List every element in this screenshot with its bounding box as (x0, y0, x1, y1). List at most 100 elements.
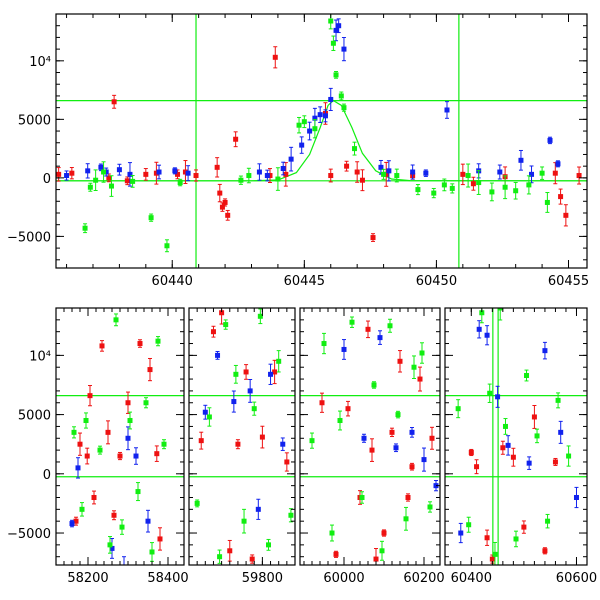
data-point-red (470, 181, 476, 187)
data-point-red (111, 512, 117, 518)
segment-panel-3: 60000 60200 (299, 307, 445, 586)
y-tick-label: 5000 (18, 113, 51, 128)
data-point-blue (542, 348, 548, 354)
data-point-green (492, 551, 498, 557)
data-point-green (238, 177, 244, 183)
data-point-green (349, 319, 355, 325)
data-point-green (97, 447, 103, 453)
data-point-blue (529, 171, 535, 177)
data-point-green (149, 549, 155, 555)
data-point-red (105, 429, 111, 435)
data-point-blue (307, 128, 313, 134)
data-point-blue (103, 169, 109, 175)
data-point-red (73, 518, 79, 524)
data-point-blue (421, 457, 427, 463)
data-point-green (337, 418, 343, 424)
plot-area (189, 308, 295, 564)
data-point-red (344, 163, 350, 169)
data-point-green (246, 173, 252, 179)
data-point-green (545, 518, 551, 524)
data-point-green (127, 418, 133, 424)
data-point-red (210, 329, 216, 335)
data-point-green (108, 183, 114, 189)
data-point-red (272, 54, 278, 60)
data-point-green (312, 126, 318, 132)
data-point-red (354, 169, 360, 175)
data-point-red (153, 170, 159, 176)
data-point-blue (458, 530, 464, 536)
data-point-green (113, 317, 119, 323)
y-tick-label: −5000 (7, 230, 51, 245)
data-point-red (369, 447, 375, 453)
data-point-red (370, 235, 376, 241)
data-point-blue (476, 326, 482, 332)
data-point-red (272, 369, 278, 375)
data-point-blue (75, 465, 81, 471)
axes-frame (444, 307, 588, 566)
data-point-blue (185, 170, 191, 176)
data-point-green (497, 308, 503, 311)
data-point-green (87, 184, 93, 190)
data-point-red (531, 414, 537, 420)
data-point-red (225, 212, 231, 218)
data-point-green (526, 182, 532, 188)
data-point-blue (268, 371, 274, 377)
data-point-blue (377, 335, 383, 341)
data-point-green (328, 18, 334, 24)
data-point-blue (64, 173, 70, 179)
x-tick-label: 58200 (67, 571, 108, 586)
data-point-blue (215, 352, 221, 358)
data-point-green (148, 215, 154, 221)
data-point-green (82, 225, 88, 231)
data-point-red (359, 177, 365, 183)
data-point-green (539, 170, 545, 176)
data-point-green (466, 522, 472, 528)
axes-frame (188, 307, 296, 566)
data-point-blue (505, 442, 511, 448)
data-point-blue (156, 169, 162, 175)
top-light-curve-panel: 60440 60445 60450 60455 −5000 0 5000 10⁴ (7, 13, 589, 289)
data-point-blue (361, 435, 367, 441)
data-point-blue (336, 23, 342, 29)
data-point-green (257, 313, 263, 319)
data-point-red (284, 459, 290, 465)
data-point-blue (333, 27, 339, 33)
data-point-green (330, 40, 336, 46)
data-point-red (373, 556, 379, 562)
data-point-green (177, 180, 183, 186)
data-point-blue (410, 169, 416, 175)
data-point-red (222, 199, 228, 205)
data-point-blue (518, 157, 524, 163)
data-point-blue (495, 394, 501, 400)
data-point-green (352, 146, 358, 152)
data-point-blue (526, 460, 532, 466)
data-point-green (419, 350, 425, 356)
data-point-red (214, 164, 220, 170)
data-point-green (301, 119, 307, 125)
data-point-green (489, 189, 495, 195)
plot-area (445, 308, 587, 565)
data-point-red (319, 400, 325, 406)
y-tick-label: 0 (43, 172, 51, 187)
data-point-green (241, 518, 247, 524)
data-point-blue (288, 156, 294, 162)
data-point-red (365, 326, 371, 332)
data-point-green (359, 494, 365, 500)
data-point-blue (558, 429, 564, 435)
data-point-green (266, 542, 271, 548)
data-point-red (124, 178, 130, 184)
data-point-blue (247, 388, 253, 394)
data-point-red (484, 535, 490, 541)
data-point-red (267, 173, 273, 179)
data-point-green (206, 414, 212, 420)
data-point-blue (317, 112, 323, 118)
data-point-green (371, 382, 377, 388)
data-point-red (227, 548, 233, 554)
data-point-red (182, 169, 188, 175)
data-point-blue (312, 115, 318, 121)
data-point-blue (322, 113, 328, 119)
data-point-red (417, 376, 423, 382)
data-point-blue (256, 169, 262, 175)
data-point-red (235, 441, 241, 447)
